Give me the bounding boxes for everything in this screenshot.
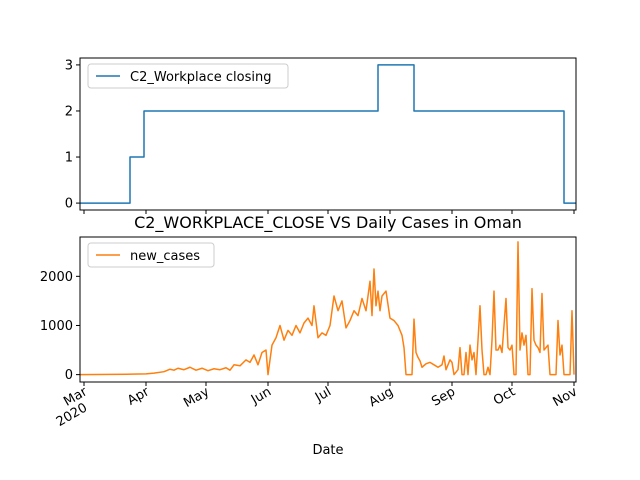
top-series-line [80, 64, 576, 204]
top-legend-label: C2_Workplace closing [130, 70, 271, 85]
bottom-series-line [79, 241, 575, 376]
chart-title: C2_WORKPLACE_CLOSE VS Daily Cases in Oma… [134, 213, 522, 233]
top-legend-box [87, 63, 289, 89]
x-axis-label: Date [312, 443, 343, 458]
bottom-legend-box [87, 242, 215, 268]
bottom-legend: new_cases [87, 242, 215, 268]
bottom-ytick-label: 2000 [40, 270, 73, 285]
top-ytick-label: 2 [65, 104, 73, 119]
bottom-legend-label: new_cases [130, 249, 200, 264]
top-ytick-label: 1 [65, 151, 73, 166]
top-legend: C2_Workplace closing [87, 63, 289, 89]
bottom-xtick-label: Jul [312, 384, 334, 405]
workplace-closing-subplot: 0 1 2 3 C2_Workplace closing [65, 57, 577, 214]
bottom-ytick-label: 0 [65, 368, 73, 383]
top-ytick-label: 3 [65, 58, 73, 73]
bottom-ytick-label: 1000 [40, 319, 73, 334]
top-ytick-label: 0 [65, 197, 73, 212]
